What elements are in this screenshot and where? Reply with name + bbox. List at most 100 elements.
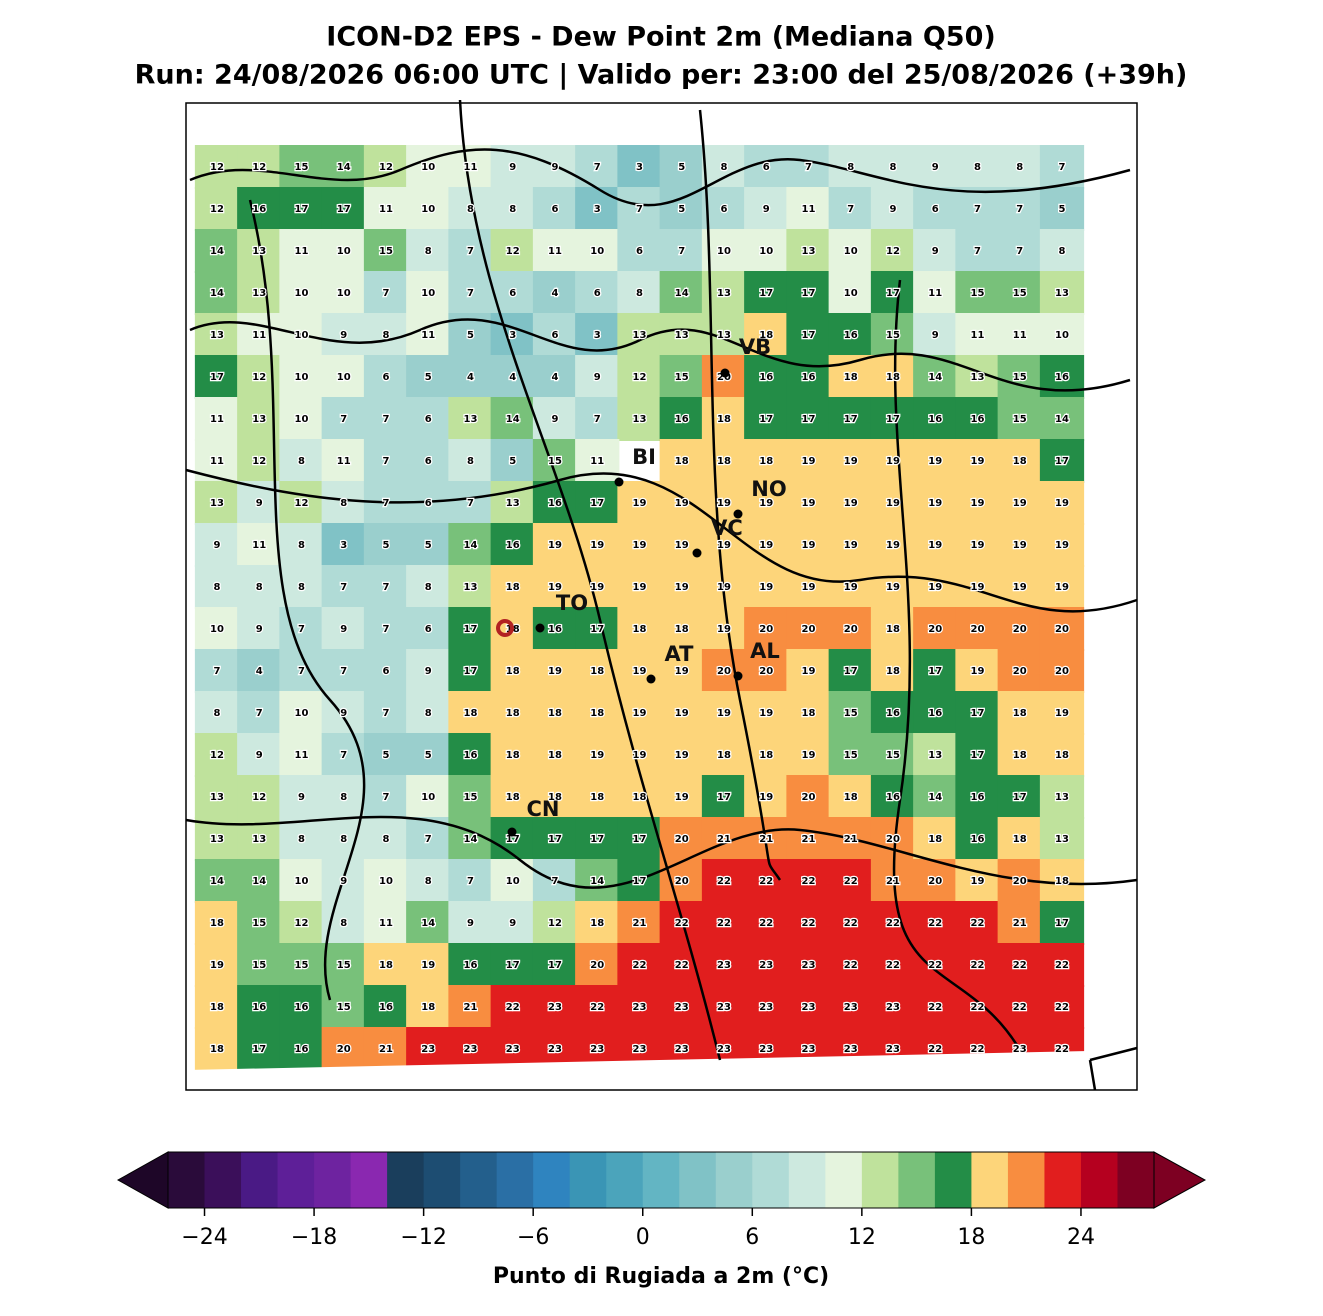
colorbar-under <box>116 1151 169 1209</box>
field-cell <box>786 313 831 357</box>
grid-value: 20 <box>1013 666 1027 677</box>
field-cell <box>490 943 535 987</box>
field-cell <box>786 229 831 273</box>
field-cell <box>363 229 409 273</box>
field-cell <box>363 145 409 189</box>
grid-value: 15 <box>295 162 309 173</box>
field-cell <box>575 817 620 861</box>
grid-value: 14 <box>337 162 351 173</box>
field-cell <box>913 649 958 693</box>
grid-value: 7 <box>383 582 390 593</box>
grid-value: 19 <box>1055 498 1069 509</box>
grid-value: 17 <box>1055 918 1069 929</box>
grid-value: 9 <box>552 162 559 173</box>
grid-value: 20 <box>590 960 604 971</box>
field-cell <box>701 439 747 483</box>
field-cell <box>913 145 958 189</box>
field-cell <box>363 565 409 609</box>
field-cell <box>194 649 240 693</box>
grid-value: 15 <box>1013 372 1027 383</box>
field-cell <box>237 985 282 1029</box>
grid-value: 19 <box>802 498 816 509</box>
grid-value: 17 <box>802 414 816 425</box>
grid-value: 18 <box>506 666 520 677</box>
field-cell <box>828 439 873 483</box>
field-cell <box>828 607 873 651</box>
grid-value: 18 <box>759 456 773 467</box>
grid-value: 17 <box>590 498 604 509</box>
field-cell <box>913 901 958 945</box>
grid-value: 11 <box>210 456 224 467</box>
grid-value: 8 <box>974 162 981 173</box>
grid-value: 16 <box>971 834 985 845</box>
field-cell <box>490 565 535 609</box>
field-cell <box>406 145 451 189</box>
grid-value: 11 <box>1013 330 1027 341</box>
grid-value: 21 <box>633 918 647 929</box>
grid-value: 18 <box>548 708 562 719</box>
grid-value: 8 <box>340 792 347 803</box>
grid-value: 19 <box>633 666 647 677</box>
grid-value: 20 <box>802 792 816 803</box>
grid-value: 22 <box>590 1002 604 1013</box>
field-cell <box>490 355 535 399</box>
colorbar-tick-label: −24 <box>181 1225 227 1250</box>
field-cell <box>617 607 662 651</box>
grid-value: 17 <box>717 792 731 803</box>
grid-value: 18 <box>506 708 520 719</box>
colorbar-bin <box>752 1152 790 1208</box>
field-cell <box>279 565 324 609</box>
grid-value: 19 <box>548 582 562 593</box>
grid-value: 7 <box>298 624 305 635</box>
colorbar-bin <box>460 1152 498 1208</box>
grid-value: 21 <box>1013 918 1027 929</box>
grid-value: 16 <box>802 372 816 383</box>
field-cell <box>1039 481 1085 525</box>
grid-value: 19 <box>717 708 731 719</box>
field-cell <box>575 775 620 819</box>
grid-value: 8 <box>425 246 432 257</box>
field-cell <box>701 859 747 903</box>
field-cell <box>870 187 916 231</box>
field-cell <box>744 355 789 399</box>
grid-value: 11 <box>421 330 435 341</box>
field-cell <box>744 439 789 483</box>
grid-value: 13 <box>675 330 689 341</box>
field-cell <box>913 187 958 231</box>
grid-value: 23 <box>421 1044 435 1055</box>
grid-value: 15 <box>844 750 858 761</box>
city-dot <box>535 623 545 633</box>
grid-value: 19 <box>1013 582 1027 593</box>
field-cell <box>279 859 324 903</box>
grid-value: 16 <box>464 960 478 971</box>
field-cell <box>744 901 789 945</box>
field-cell <box>1039 397 1085 441</box>
grid-value: 9 <box>890 204 897 215</box>
grid-value: 10 <box>337 372 351 383</box>
field-cell <box>406 859 451 903</box>
map-frame <box>185 102 1138 1091</box>
field-cell <box>363 607 409 651</box>
field-cell <box>997 943 1042 987</box>
field-cell <box>448 649 493 693</box>
grid-value: 10 <box>759 246 773 257</box>
field-cell <box>828 859 873 903</box>
field-cell <box>321 649 366 693</box>
field-cell <box>1039 271 1085 315</box>
border <box>185 468 1138 613</box>
grid-value: 18 <box>590 708 604 719</box>
grid-value: 10 <box>337 246 351 257</box>
grid-value: 15 <box>252 918 266 929</box>
field-cell <box>659 271 704 315</box>
grid-value: 3 <box>340 540 347 551</box>
colorbar-frame <box>167 1151 1155 1209</box>
grid-value: 6 <box>425 456 432 467</box>
grid-value: 6 <box>932 204 939 215</box>
grid-value: 19 <box>928 456 942 467</box>
grid-value: 12 <box>379 162 393 173</box>
grid-value: 19 <box>717 582 731 593</box>
field-cell <box>363 523 409 567</box>
colorbar-bin <box>971 1152 1009 1208</box>
grid-value: 17 <box>802 288 816 299</box>
field-cell <box>194 355 240 399</box>
